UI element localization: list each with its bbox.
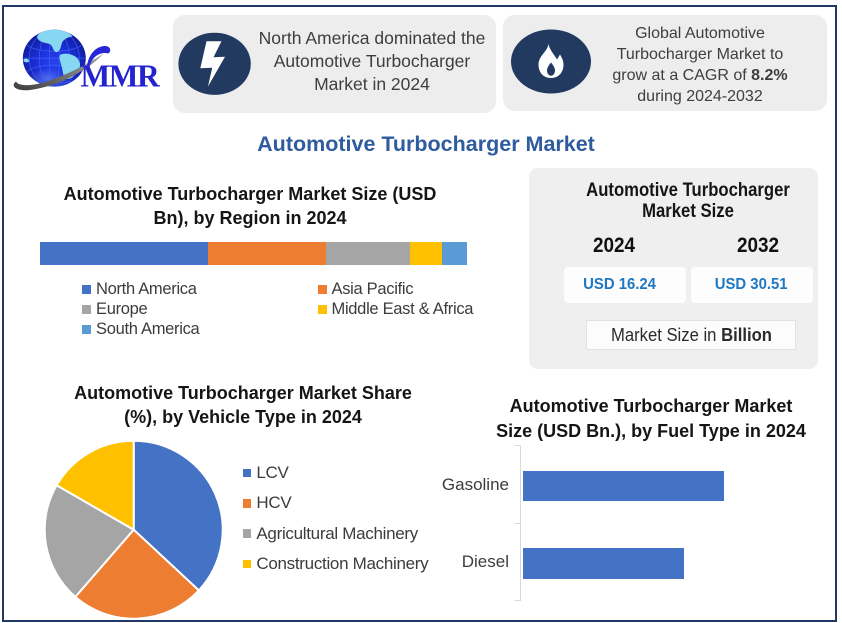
svg-text:MMR: MMR xyxy=(81,59,161,94)
